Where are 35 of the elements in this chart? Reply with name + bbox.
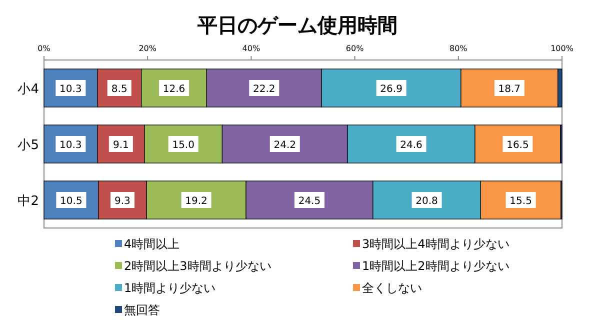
data-label: 24.6 — [400, 140, 422, 151]
data-label: 26.9 — [380, 84, 402, 95]
legend-label: 全くしない — [362, 281, 422, 295]
x-tick-label: 40% — [242, 44, 260, 53]
legend-label: 1時間以上2時間より少ない — [362, 259, 510, 273]
x-tick-label: 60% — [346, 44, 364, 53]
data-label: 20.8 — [416, 196, 438, 207]
legend-label: 1時間より少ない — [124, 281, 216, 295]
data-label: 12.6 — [162, 84, 186, 95]
x-tick-label: 20% — [138, 44, 157, 53]
legend-label: 2時間以上3時間より少ない — [124, 259, 272, 273]
data-label: 10.5 — [60, 196, 82, 207]
data-label: 24.5 — [298, 196, 321, 207]
data-label: 15.5 — [510, 196, 532, 207]
legend-label: 無回答 — [124, 303, 160, 317]
data-label: 18.7 — [498, 84, 521, 95]
data-label: 19.2 — [185, 196, 208, 207]
y-tick-label: 小5 — [18, 138, 39, 153]
chart-title: 平日のゲーム使用時間 — [196, 13, 398, 37]
data-label: 16.5 — [506, 140, 529, 151]
data-label: 24.2 — [274, 140, 296, 151]
x-tick-label: 100% — [550, 44, 574, 53]
legend-label: 3時間以上4時間より少ない — [362, 237, 510, 251]
data-label: 22.2 — [253, 84, 276, 95]
data-label: 15.0 — [172, 140, 194, 151]
data-label: 10.3 — [60, 84, 82, 95]
data-label: 10.3 — [60, 140, 82, 151]
data-label: 9.3 — [114, 196, 130, 207]
y-tick-label: 小4 — [18, 82, 39, 97]
legend-label: 4時間以上 — [124, 237, 180, 251]
data-label: 8.5 — [111, 84, 128, 95]
data-label: 9.1 — [112, 140, 129, 151]
y-tick-label: 中2 — [18, 194, 39, 209]
x-tick-label: 80% — [450, 44, 468, 53]
x-tick-label: 0% — [38, 44, 51, 53]
